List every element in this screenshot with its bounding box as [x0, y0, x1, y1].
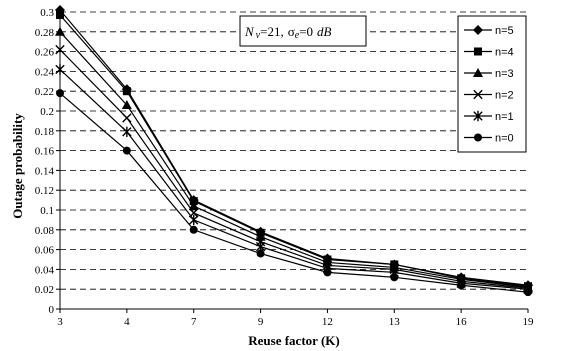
y-tick-label: 0.24	[35, 66, 55, 78]
series-line-n1	[59, 68, 529, 290]
x-tick-labels: 3 4 7 9 12 13 16 19	[57, 316, 534, 328]
data-point-n1	[55, 64, 65, 75]
legend: n=5 n=4 n=3 n=2 n=1 n=0	[457, 15, 527, 153]
data-point-n2	[122, 113, 132, 123]
legend-marker-n4	[474, 47, 482, 56]
legend-label-n1: n=1	[495, 111, 514, 123]
y-tick-label: 0.22	[35, 86, 54, 98]
series-group	[55, 5, 533, 297]
y-tick-label: 0.28	[35, 27, 55, 39]
axes	[56, 11, 529, 313]
data-point-n2	[55, 44, 65, 55]
legend-marker-n2	[473, 89, 483, 100]
data-point-n1	[189, 214, 199, 226]
grid-lines	[60, 11, 528, 309]
annotation-sigma-symbol: σ	[288, 24, 295, 39]
data-point-n3	[121, 100, 132, 110]
annotation-unit: dB	[317, 24, 332, 39]
annotation-sigma-sub: e	[295, 30, 300, 41]
y-tick-label: 0.16	[35, 146, 55, 158]
x-tick-label: 3	[57, 316, 63, 328]
data-point-n0	[189, 225, 198, 234]
y-tick-label: 0	[49, 304, 55, 316]
data-point-n1	[122, 126, 132, 137]
x-tick-label: 7	[191, 316, 197, 328]
y-tick-label: 0.18	[35, 126, 55, 138]
legend-marker-n3	[473, 68, 483, 77]
svg-text:Nv=21,σe=0dB: Nv=21, σe=0 dB	[244, 24, 332, 41]
legend-marker-n1	[473, 110, 483, 122]
x-tick-label: 13	[389, 316, 401, 328]
y-tick-label: 0.14	[35, 165, 55, 177]
data-point-n0	[256, 249, 265, 258]
data-point-n0	[122, 146, 131, 155]
legend-label-n3: n=3	[495, 68, 514, 80]
series-line-n4	[59, 14, 529, 287]
y-tick-label: 0.12	[35, 185, 54, 197]
data-point-n0	[457, 281, 466, 290]
data-point-n0	[323, 268, 332, 277]
series-line-n5	[59, 9, 529, 286]
y-axis-title: Outage probability	[10, 113, 25, 219]
data-point-n3	[188, 201, 199, 211]
data-point-n0	[390, 273, 399, 282]
y-tick-labels: 0 0.02 0.04 0.06 0.08 0.1 0.12 0.14 0.16 0.18 0.2 0…	[35, 7, 55, 316]
legend-label-n5: n=5	[495, 25, 514, 37]
x-tick-label: 16	[456, 316, 468, 328]
x-tick-label: 12	[322, 316, 333, 328]
annotation-nv-sub: v	[256, 30, 261, 41]
y-tick-label: 0.2	[40, 106, 54, 118]
y-tick-label: 0.02	[35, 284, 54, 296]
y-tick-label: 0.3	[40, 7, 54, 19]
legend-marker-n0	[474, 133, 482, 142]
y-tick-label: 0.26	[35, 47, 55, 59]
x-tick-label: 9	[258, 316, 264, 328]
data-point-n3	[55, 26, 65, 36]
legend-box	[457, 15, 527, 153]
data-point-n4	[122, 87, 131, 96]
series-line-n3	[59, 31, 529, 288]
annotation-nv-symbol: N	[244, 24, 255, 39]
legend-label-n4: n=4	[495, 47, 514, 59]
series-line-n2	[59, 49, 529, 289]
legend-label-n0: n=0	[495, 133, 514, 145]
y-tick-label: 0.08	[35, 225, 55, 237]
y-tick-label: 0.1	[40, 205, 54, 217]
legend-label-n2: n=2	[495, 90, 514, 102]
data-point-n4	[56, 10, 64, 19]
data-point-n0	[524, 288, 532, 297]
y-tick-label: 0.06	[35, 245, 55, 257]
x-axis-title: Reuse factor (K)	[248, 333, 339, 348]
x-tick-label: 19	[523, 316, 535, 328]
series-line-n0	[59, 92, 529, 293]
data-point-n0	[56, 89, 64, 98]
y-tick-label: 0.04	[35, 264, 55, 276]
x-tick-label: 4	[124, 316, 130, 328]
annotation-nv-value: =21,	[260, 24, 284, 39]
legend-marker-n5	[473, 25, 483, 35]
series-n0	[56, 89, 532, 297]
annotation-sigma-value: =0	[299, 24, 313, 39]
